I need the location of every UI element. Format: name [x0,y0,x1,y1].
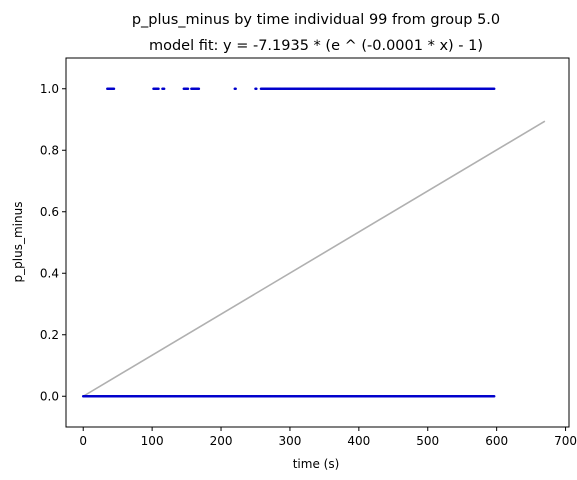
y-axis-ticks: 0.0 0.2 0.4 0.6 0.8 1.0 [40,82,66,403]
fit-line [82,120,546,397]
plot-area [81,87,546,398]
point-series-y-0 [81,395,496,398]
y-axis-label: p_plus_minus [11,202,25,283]
data-point [234,87,237,90]
x-tick-label: 700 [554,434,577,448]
data-point [255,87,258,90]
data-point [112,87,116,90]
x-tick-label: 100 [141,434,164,448]
data-point [157,87,160,90]
x-tick-label: 500 [416,434,439,448]
point-series-y-1 [106,87,496,90]
y-tick-label: 0.6 [40,205,59,219]
x-tick-label: 400 [347,434,370,448]
x-axis-label: time (s) [293,457,340,471]
data-point [186,87,190,90]
chart-subtitle: model fit: y = -7.1935 * (e ^ (-0.0001 *… [149,38,483,54]
axes-frame [65,57,570,428]
x-tick-label: 0 [79,434,87,448]
y-tick-label: 1.0 [40,82,59,96]
y-tick-label: 0.4 [40,266,59,280]
x-axis-ticks: 0 100 200 300 400 500 600 700 [79,427,577,448]
x-tick-label: 200 [210,434,233,448]
chart-title: p_plus_minus by time individual 99 from … [132,12,500,28]
data-point [492,87,496,90]
y-tick-label: 0.0 [40,389,59,403]
y-tick-label: 0.2 [40,328,59,342]
x-tick-label: 600 [485,434,508,448]
x-tick-label: 300 [278,434,301,448]
data-point [492,395,496,398]
data-point [197,87,201,90]
data-point [162,87,166,90]
y-tick-label: 0.8 [40,143,59,157]
